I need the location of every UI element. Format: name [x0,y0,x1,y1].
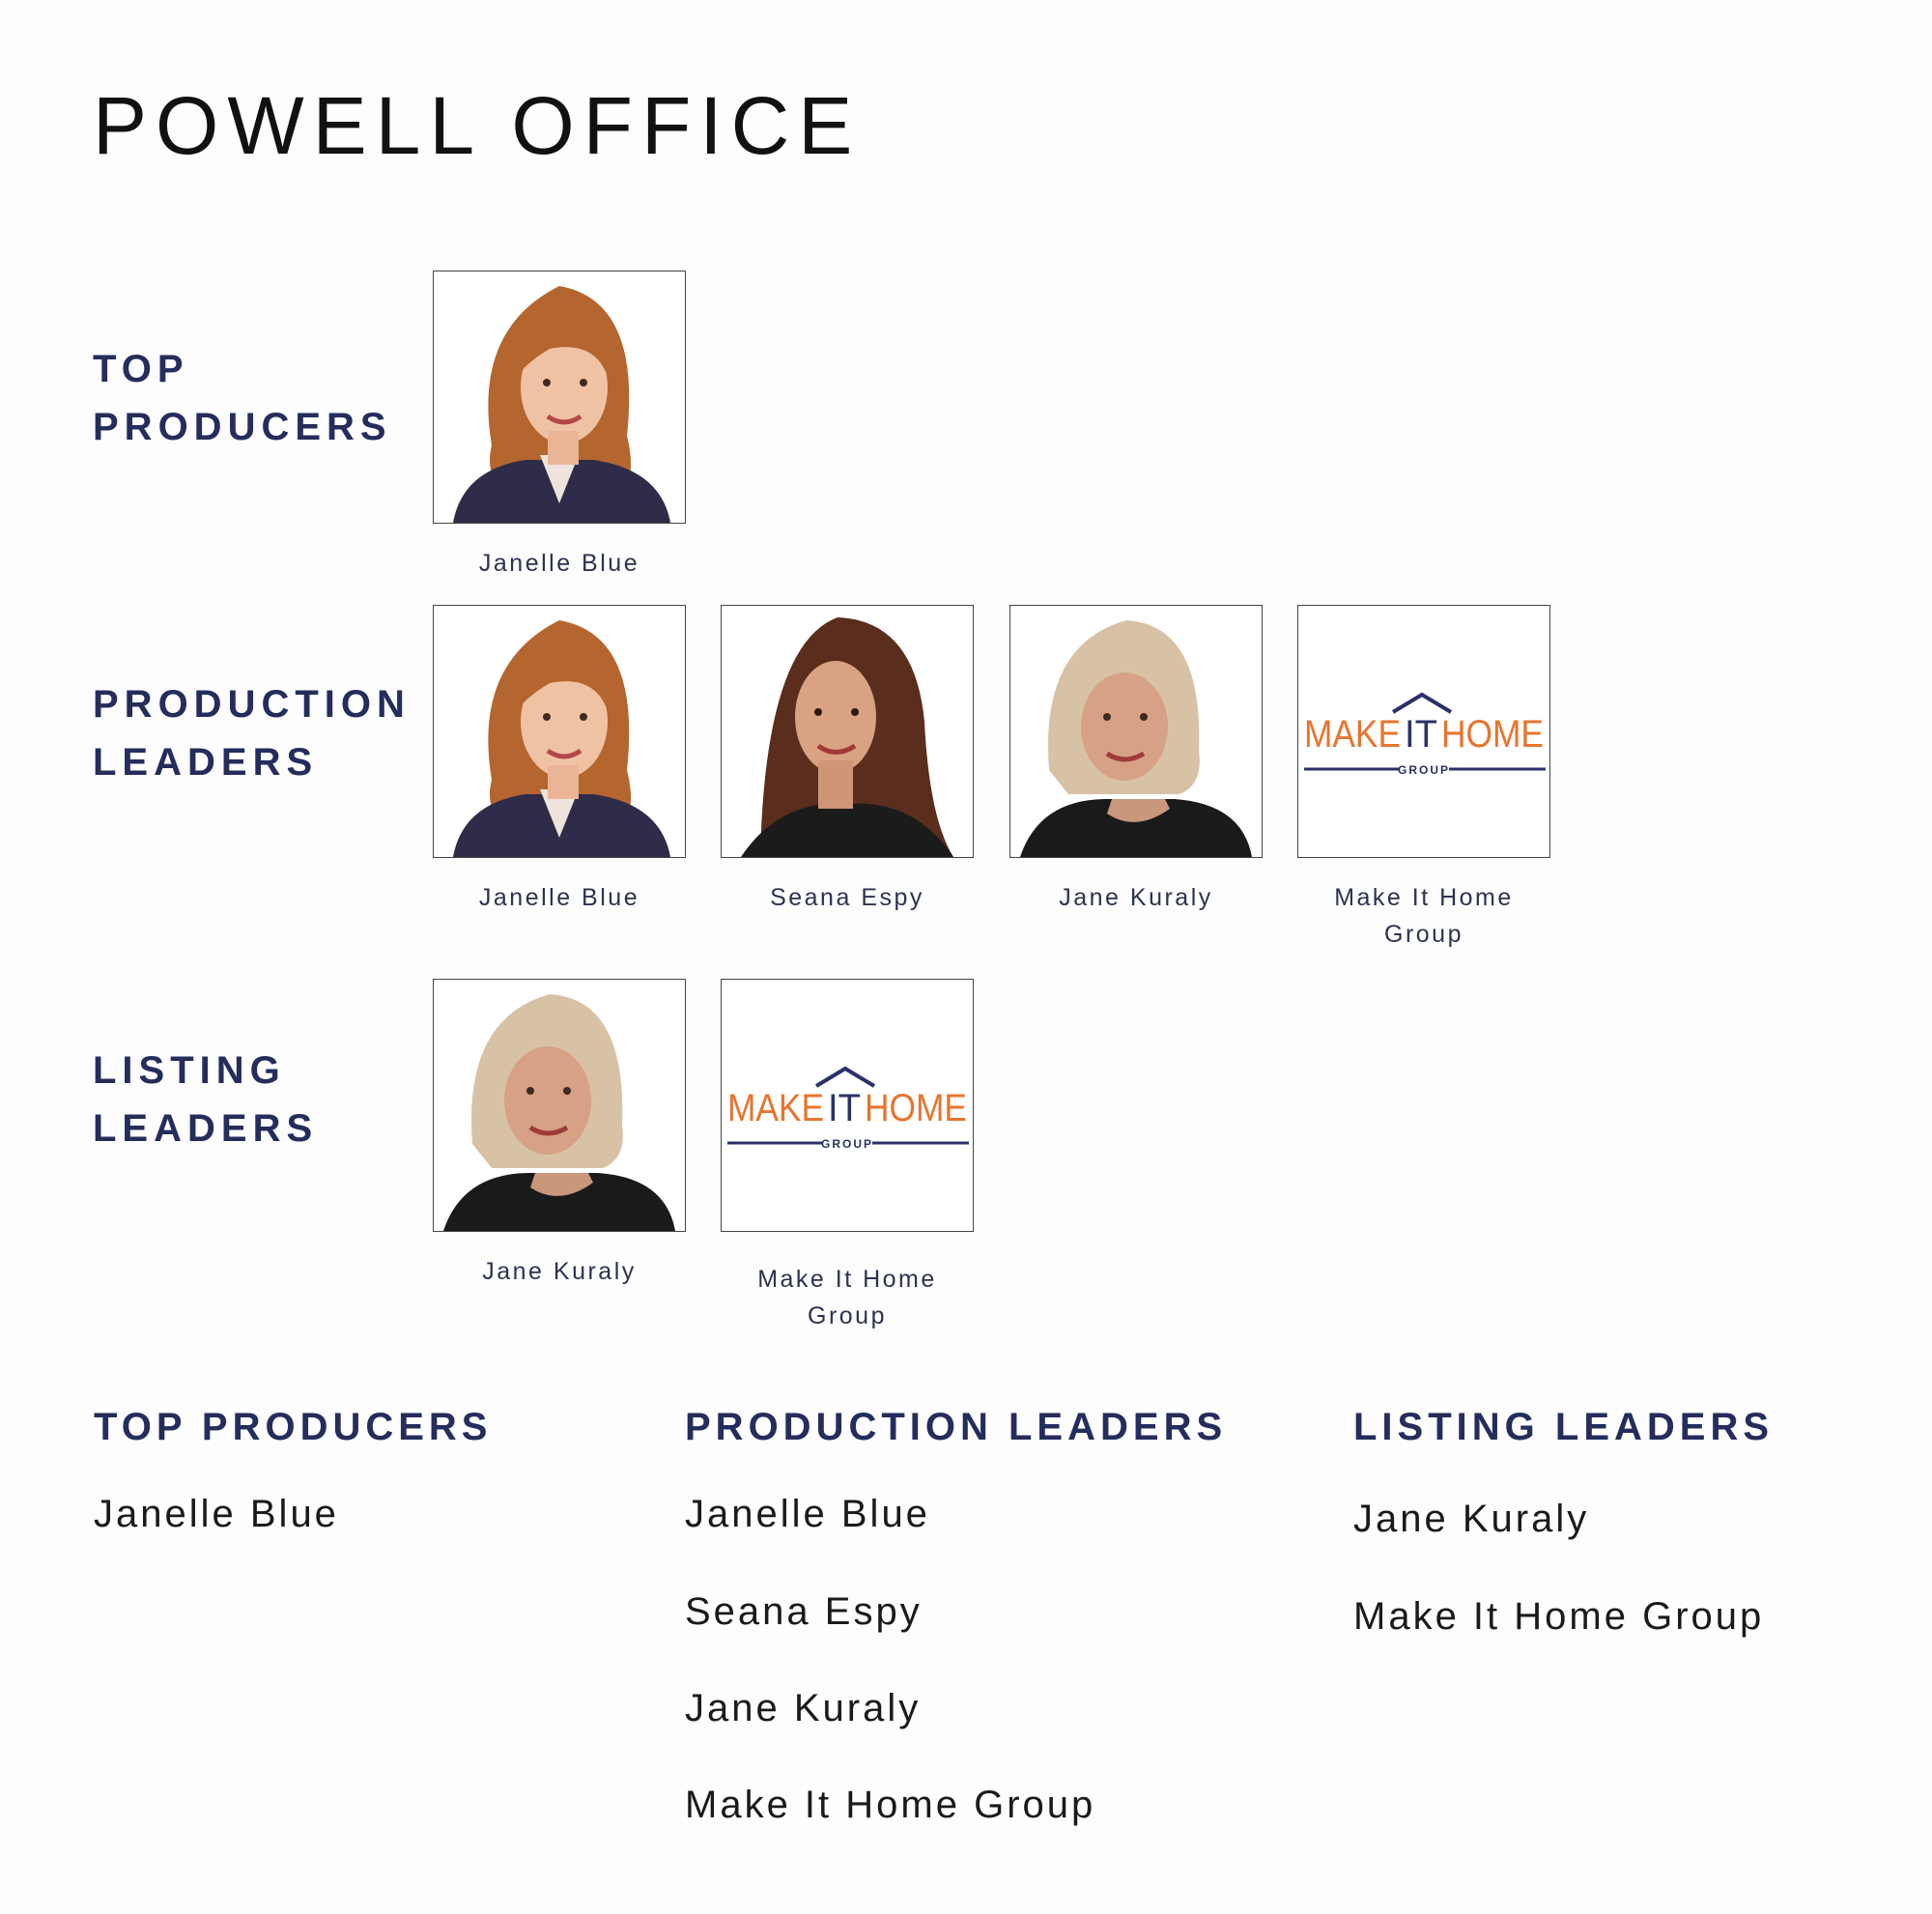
svg-text:IT: IT [1405,713,1437,756]
list-item[interactable]: Jane Kuraly [685,1687,922,1729]
member-photo[interactable] [1009,605,1263,858]
name-line: Make It Home [757,1266,937,1293]
svg-text:MAKE: MAKE [1304,713,1401,756]
svg-text:MAKE: MAKE [727,1087,824,1129]
member-name[interactable]: Jane Kuraly [1059,884,1213,911]
name-line: Group [808,1302,887,1329]
member-name[interactable]: Janelle Blue [478,550,640,577]
list-heading-top-producers: TOP PRODUCERS [94,1406,493,1448]
svg-text:HOME: HOME [865,1087,967,1129]
member-name[interactable]: Make It Home Group [721,1261,974,1334]
member-name[interactable]: Janelle Blue [478,884,640,911]
label-line: TOP [93,348,189,390]
member-name[interactable]: Seana Espy [770,884,924,911]
list-item[interactable]: Seana Espy [685,1590,923,1633]
member-card[interactable]: MAKE IT HOME GROUP Make It Home Group [721,979,974,1334]
section-label-production-leaders: PRODUCTION LEADERS [93,675,411,791]
make-it-home-logo-graphic: MAKE IT HOME GROUP [727,1066,969,1151]
svg-text:IT: IT [828,1087,861,1129]
member-card[interactable]: Seana Espy [721,605,974,916]
member-photo[interactable] [433,979,686,1232]
member-card[interactable]: Janelle Blue [433,605,686,916]
member-card[interactable]: Jane Kuraly [1009,605,1263,916]
label-line: LEADERS [93,741,319,784]
section-label-listing-leaders: LISTING LEADERS [93,1042,318,1157]
svg-text:GROUP: GROUP [1398,763,1450,777]
list-item[interactable]: Make It Home Group [1353,1595,1765,1638]
label-line: PRODUCERS [93,406,392,448]
list-heading-listing-leaders: LISTING LEADERS [1353,1406,1775,1448]
section-label-top-producers: TOP PRODUCERS [93,340,392,456]
member-card[interactable]: Janelle Blue [433,271,686,582]
list-item[interactable]: Janelle Blue [685,1493,930,1535]
label-line: LEADERS [93,1107,319,1150]
member-photo[interactable] [433,605,686,858]
member-photo[interactable] [721,605,974,858]
svg-text:GROUP: GROUP [821,1137,873,1151]
member-name[interactable]: Jane Kuraly [482,1258,637,1285]
name-line: Make It Home [1334,884,1514,911]
page-title: POWELL OFFICE [93,80,862,171]
member-name[interactable]: Make It Home Group [1297,879,1550,953]
make-it-home-logo[interactable]: MAKE IT HOME GROUP [1297,605,1550,858]
name-line: Group [1384,921,1463,948]
svg-text:HOME: HOME [1441,713,1544,756]
make-it-home-logo-graphic: MAKE IT HOME GROUP [1304,692,1546,777]
list-item[interactable]: Janelle Blue [94,1493,339,1535]
list-item[interactable]: Jane Kuraly [1353,1498,1590,1540]
member-photo[interactable] [433,271,686,524]
list-heading-production-leaders: PRODUCTION LEADERS [685,1406,1228,1448]
label-line: LISTING [93,1049,286,1092]
label-line: PRODUCTION [93,683,411,726]
member-card[interactable]: MAKE IT HOME GROUP Make It Home Group [1297,605,1550,953]
member-card[interactable]: Jane Kuraly [433,979,686,1290]
list-item[interactable]: Make It Home Group [685,1784,1096,1826]
make-it-home-logo[interactable]: MAKE IT HOME GROUP [721,979,974,1232]
